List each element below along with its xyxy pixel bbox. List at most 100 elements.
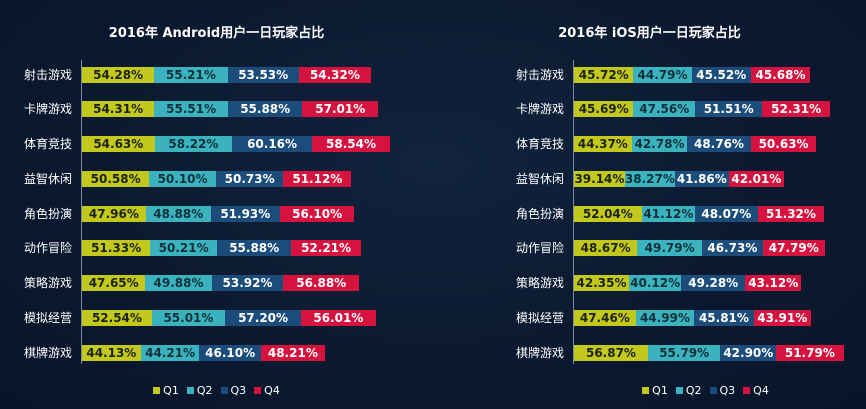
bar-segment-q3[interactable]: 45.52% [691,67,751,83]
legend-item-q1[interactable]: Q1 [642,384,668,397]
y-axis-line [81,60,82,364]
bar-segment-q2[interactable]: 41.12% [641,206,696,222]
stacked-bar: 45.72% 44.79% 45.52% 45.68% [574,67,811,83]
bar-segment-q3[interactable]: 50.73% [215,171,284,187]
legend-item-q2[interactable]: Q2 [186,384,213,397]
legend-swatch-icon [254,387,262,394]
category-label: 卡牌游戏 [515,102,564,116]
bar-segment-q2[interactable]: 44.79% [633,67,692,83]
bar-segment-q2[interactable]: 50.21% [150,240,218,256]
bar-segment-q4[interactable]: 56.01% [301,310,376,326]
bar-segment-q1[interactable]: 51.33% [82,240,151,256]
bar-segment-q1[interactable]: 42.35% [574,275,630,291]
bar-segment-q4[interactable]: 52.21% [291,240,361,256]
category-label: 角色扮演 [515,207,564,221]
legend-item-q3[interactable]: Q3 [709,384,735,397]
bar-segment-q1[interactable]: 56.87% [574,345,648,361]
bar-segment-q4[interactable]: 47.79% [762,240,825,256]
bar-segment-q3[interactable]: 41.86% [674,171,730,187]
bar-segment-q2[interactable]: 50.10% [149,171,216,187]
bar-segment-q4[interactable]: 43.91% [753,310,811,326]
bar-row: 射击游戏 45.72% 44.79% 45.52% 45.68% [433,67,866,83]
bar-segment-q4[interactable]: 43.12% [745,275,802,291]
bar-segment-q4[interactable]: 54.32% [298,67,372,83]
bar-segment-q3[interactable]: 51.51% [695,101,763,117]
legend-swatch-icon [186,387,194,394]
stacked-bar: 54.31% 55.51% 55.88% 57.01% [82,101,379,117]
bar-segment-q2[interactable]: 55.51% [154,101,229,117]
bar-segment-q1[interactable]: 54.31% [82,101,155,117]
bar-segment-q4[interactable]: 42.01% [729,171,784,187]
category-label: 射击游戏 [23,68,72,82]
bar-segment-q3[interactable]: 53.53% [227,67,299,83]
bar-segment-q2[interactable]: 44.99% [635,310,695,326]
bar-segment-q2[interactable]: 55.79% [647,345,721,361]
legend-item-q4[interactable]: Q4 [254,384,280,397]
bar-segment-q1[interactable]: 47.96% [82,206,146,222]
bar-segment-q1[interactable]: 47.65% [82,275,146,291]
bar-segment-q1[interactable]: 54.28% [82,67,155,83]
bar-segment-q4[interactable]: 50.63% [750,136,817,152]
bar-segment-q3[interactable]: 57.20% [225,310,302,326]
bar-segment-q2[interactable]: 38.27% [624,171,675,187]
bar-segment-q3[interactable]: 51.93% [210,206,280,222]
bar-segment-q2[interactable]: 42.78% [631,136,688,152]
stacked-bar: 47.65% 49.88% 53.92% 56.88% [82,275,360,291]
bar-segment-q3[interactable]: 60.16% [232,136,313,152]
bar-segment-q3[interactable]: 42.90% [720,345,777,361]
bar-segment-q4[interactable]: 57.01% [302,101,379,117]
bar-segment-q3[interactable]: 48.76% [687,136,751,152]
bar-segment-q2[interactable]: 49.88% [145,275,212,291]
bar-segment-q1[interactable]: 44.37% [574,136,632,152]
bar-segment-q4[interactable]: 56.88% [283,275,360,291]
bar-segment-q2[interactable]: 55.01% [151,310,226,326]
bar-segment-q1[interactable]: 52.04% [574,206,642,222]
legend-item-q2[interactable]: Q2 [675,384,702,397]
legend-item-q4[interactable]: Q4 [743,384,769,397]
bar-segment-q3[interactable]: 49.28% [681,275,746,291]
bar-segment-q1[interactable]: 39.14% [574,171,625,187]
bar-segment-q4[interactable]: 45.68% [750,67,811,83]
bar-segment-q2[interactable]: 55.21% [154,67,228,83]
legend-item-q3[interactable]: Q3 [220,384,246,397]
bar-segment-q1[interactable]: 50.58% [82,171,150,187]
category-label: 益智休闲 [23,172,72,186]
bar-segment-q2[interactable]: 48.88% [145,206,211,222]
bar-segment-q3[interactable]: 55.88% [217,240,292,256]
bar-segment-q4[interactable]: 52.31% [762,101,831,117]
bar-segment-q3[interactable]: 45.81% [694,310,754,326]
bar-row: 卡牌游戏 45.69% 47.56% 51.51% 52.31% [433,101,866,117]
bar-segment-q4[interactable]: 51.12% [283,171,352,187]
bar-segment-q1[interactable]: 52.54% [82,310,152,326]
bar-row: 益智休闲 39.14% 38.27% 41.86% 42.01% [433,171,866,187]
bar-segment-q3[interactable]: 46.73% [701,240,763,256]
category-label: 动作冒险 [23,241,72,255]
bar-segment-q2[interactable]: 49.79% [637,240,702,256]
bar-segment-q2[interactable]: 44.21% [140,345,200,361]
legend-item-q1[interactable]: Q1 [153,384,179,397]
bar-segment-q4[interactable]: 58.54% [312,136,390,152]
bar-segment-q1[interactable]: 48.67% [574,240,638,256]
bar-segment-q3[interactable]: 55.88% [228,101,303,117]
bar-segment-q4[interactable]: 56.10% [279,206,355,222]
bar-segment-q4[interactable]: 48.21% [260,345,325,361]
bar-segment-q4[interactable]: 51.32% [757,206,825,222]
category-label: 动作冒险 [515,241,564,255]
bar-row: 角色扮演 52.04% 41.12% 48.07% 51.32% [433,206,866,222]
bar-segment-q1[interactable]: 54.63% [82,136,155,152]
bar-segment-q1[interactable]: 45.69% [574,101,634,117]
category-label: 棋牌游戏 [515,346,564,360]
bar-segment-q1[interactable]: 44.13% [82,345,141,361]
bar-segment-q1[interactable]: 45.72% [574,67,634,83]
bar-segment-q3[interactable]: 46.10% [199,345,261,361]
bar-segment-q3[interactable]: 48.07% [695,206,758,222]
bar-segment-q4[interactable]: 51.79% [776,345,844,361]
bar-segment-q2[interactable]: 40.12% [629,275,682,291]
bar-segment-q2[interactable]: 47.56% [633,101,696,117]
bar-segment-q3[interactable]: 53.92% [211,275,284,291]
bar-segment-q1[interactable]: 47.46% [574,310,636,326]
bar-segment-q2[interactable]: 58.22% [154,136,233,152]
bar-row: 射击游戏 54.28% 55.21% 53.53% 54.32% [0,67,433,83]
stacked-bar: 48.67% 49.79% 46.73% 47.79% [574,240,825,256]
legend-swatch-icon [153,387,161,394]
